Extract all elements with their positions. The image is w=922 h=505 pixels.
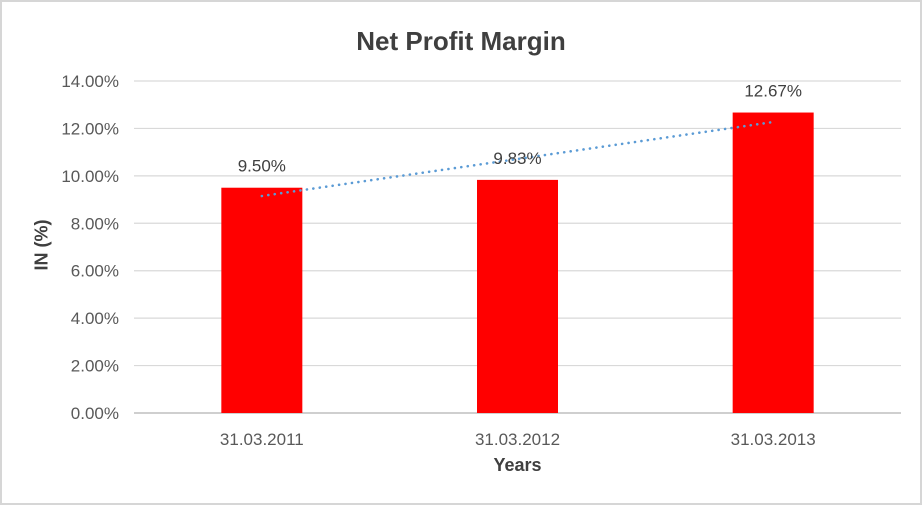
data-label: 9.50%: [238, 157, 286, 176]
bar: [221, 187, 303, 413]
y-tick-label: 4.00%: [71, 309, 119, 328]
x-tick-label: 31.03.2013: [731, 430, 816, 449]
data-label: 9.83%: [493, 149, 541, 168]
y-tick-label: 10.00%: [61, 167, 119, 186]
bar: [477, 179, 558, 413]
y-tick-label: 8.00%: [71, 214, 119, 233]
y-tick-label: 12.00%: [61, 119, 119, 138]
y-tick-label: 6.00%: [71, 262, 119, 281]
x-tick-label: 31.03.2011: [220, 430, 304, 449]
y-tick-label: 2.00%: [71, 357, 119, 376]
x-tick-label: 31.03.2012: [475, 430, 560, 449]
bar: [732, 112, 814, 413]
y-tick-label: 14.00%: [61, 72, 119, 91]
data-label: 12.67%: [744, 82, 802, 101]
y-tick-label: 0.00%: [71, 404, 119, 423]
x-axis-title: Years: [493, 455, 542, 475]
chart-title: Net Profit Margin: [356, 26, 566, 56]
